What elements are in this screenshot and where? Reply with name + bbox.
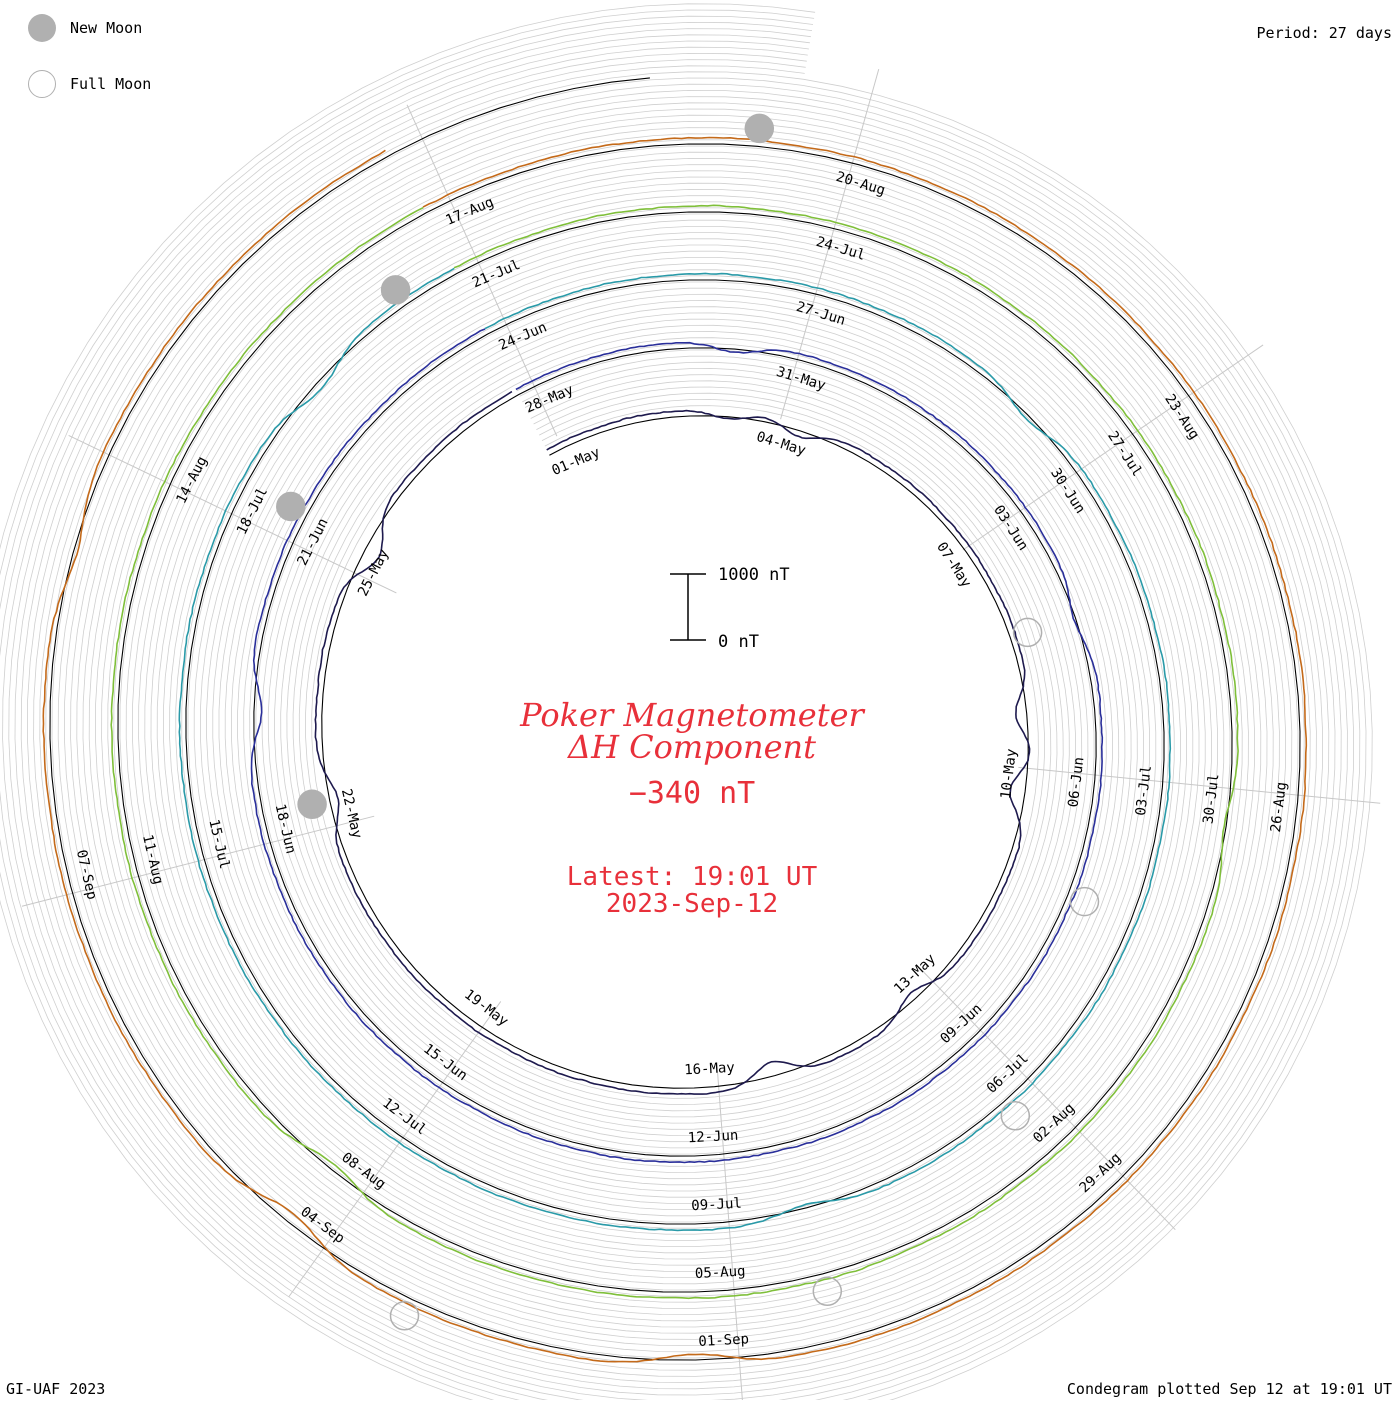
grid-spoke bbox=[780, 68, 880, 420]
full-moon-marker bbox=[1069, 886, 1100, 917]
grid-ring bbox=[26, 52, 1324, 1384]
date-label: 06-Jun bbox=[1065, 756, 1087, 808]
latest-time: Latest: 19:01 UT bbox=[567, 862, 818, 892]
date-label: 12-Jul bbox=[379, 1095, 429, 1138]
current-value: −340 nT bbox=[629, 776, 755, 811]
date-label: 18-Jul bbox=[234, 485, 271, 537]
grid-ring bbox=[33, 59, 1317, 1377]
grid-ring bbox=[0, 21, 1355, 1404]
grid-ring bbox=[39, 65, 1311, 1371]
date-label: 26-Aug bbox=[1268, 781, 1290, 833]
date-label: 10-May bbox=[998, 748, 1020, 800]
date-label: 17-Aug bbox=[443, 194, 496, 228]
scale-bar: 1000 nT 0 nT bbox=[670, 565, 790, 652]
grid-ring bbox=[20, 46, 1330, 1390]
grid-spoke bbox=[1018, 766, 1381, 804]
date-label: 14-Aug bbox=[173, 454, 210, 506]
grid-spoke bbox=[920, 969, 1176, 1231]
date-label: 09-Jul bbox=[691, 1196, 742, 1215]
legend-new-moon: New Moon bbox=[28, 14, 142, 42]
new-moon-marker bbox=[297, 789, 327, 820]
date-label: 07-May bbox=[933, 540, 974, 591]
full-moon-marker bbox=[812, 1276, 843, 1307]
new-moon-marker bbox=[276, 491, 306, 522]
date-label: 28-May bbox=[523, 382, 576, 416]
grid-ring bbox=[14, 40, 1336, 1396]
grid-ring bbox=[8, 34, 1342, 1402]
series-line-cycle-3 bbox=[178, 267, 1172, 1232]
grid-ring bbox=[0, 15, 1361, 1404]
series-line-cycle-2 bbox=[250, 328, 1104, 1164]
baseline-layer bbox=[49, 77, 1301, 1361]
grid-spoke bbox=[716, 1062, 744, 1404]
series-line-cycle-1 bbox=[314, 390, 1031, 1095]
grid-spoke bbox=[962, 344, 1264, 551]
date-label: 05-Aug bbox=[695, 1263, 746, 1282]
new-moon-icon bbox=[28, 14, 56, 42]
legend-full-moon-label: Full Moon bbox=[70, 75, 152, 93]
date-label: 08-Aug bbox=[338, 1149, 388, 1192]
latest-date: 2023-Sep-12 bbox=[606, 889, 778, 919]
date-label: 06-Jul bbox=[984, 1051, 1032, 1097]
scale-bar-top-label: 1000 nT bbox=[718, 565, 790, 585]
period-label: Period: 27 days bbox=[1256, 24, 1392, 42]
baseline-spiral bbox=[49, 77, 1301, 1361]
legend-full-moon: Full Moon bbox=[28, 70, 151, 98]
date-label: 29-Aug bbox=[1077, 1150, 1125, 1196]
date-label: 16-May bbox=[684, 1060, 735, 1079]
series-line-cycle-4 bbox=[110, 204, 1239, 1300]
full-moon-marker bbox=[1012, 617, 1043, 648]
plotted-label: Condegram plotted Sep 12 at 19:01 UT bbox=[1066, 1380, 1392, 1398]
date-label: 19-May bbox=[461, 987, 511, 1030]
date-label: 01-May bbox=[550, 445, 603, 479]
chart-subtitle: ΔH Component bbox=[566, 728, 816, 766]
moon-layer bbox=[276, 113, 1100, 1331]
date-label: 01-Sep bbox=[698, 1331, 749, 1350]
series-line-cycle-5 bbox=[42, 136, 1308, 1363]
full-moon-marker bbox=[1000, 1101, 1031, 1131]
date-label: 30-Jul bbox=[1200, 773, 1222, 825]
new-moon-marker bbox=[744, 113, 775, 144]
grid-ring bbox=[0, 9, 1367, 1404]
date-label: 03-Jul bbox=[1133, 764, 1155, 816]
grid-ring bbox=[2, 28, 1348, 1404]
center-title-block: Poker Magnetometer ΔH Component −340 nT … bbox=[519, 696, 865, 919]
date-label: 15-Jun bbox=[420, 1041, 470, 1084]
legend-new-moon-label: New Moon bbox=[70, 19, 143, 37]
date-label: 22-May bbox=[338, 787, 365, 840]
chart-title: Poker Magnetometer bbox=[519, 696, 865, 734]
series-layer bbox=[42, 136, 1308, 1363]
full-moon-marker bbox=[389, 1301, 420, 1331]
grid-spoke bbox=[68, 434, 397, 594]
full-moon-icon bbox=[28, 70, 56, 98]
date-label: 21-Jun bbox=[294, 516, 331, 568]
date-label: 24-Jun bbox=[496, 319, 549, 353]
credit-label: GI-UAF 2023 bbox=[6, 1380, 106, 1398]
scale-bar-bottom-label: 0 nT bbox=[718, 632, 759, 652]
date-label: 12-Jun bbox=[687, 1128, 738, 1147]
new-moon-marker bbox=[380, 275, 411, 305]
date-label: 04-May bbox=[754, 429, 807, 459]
